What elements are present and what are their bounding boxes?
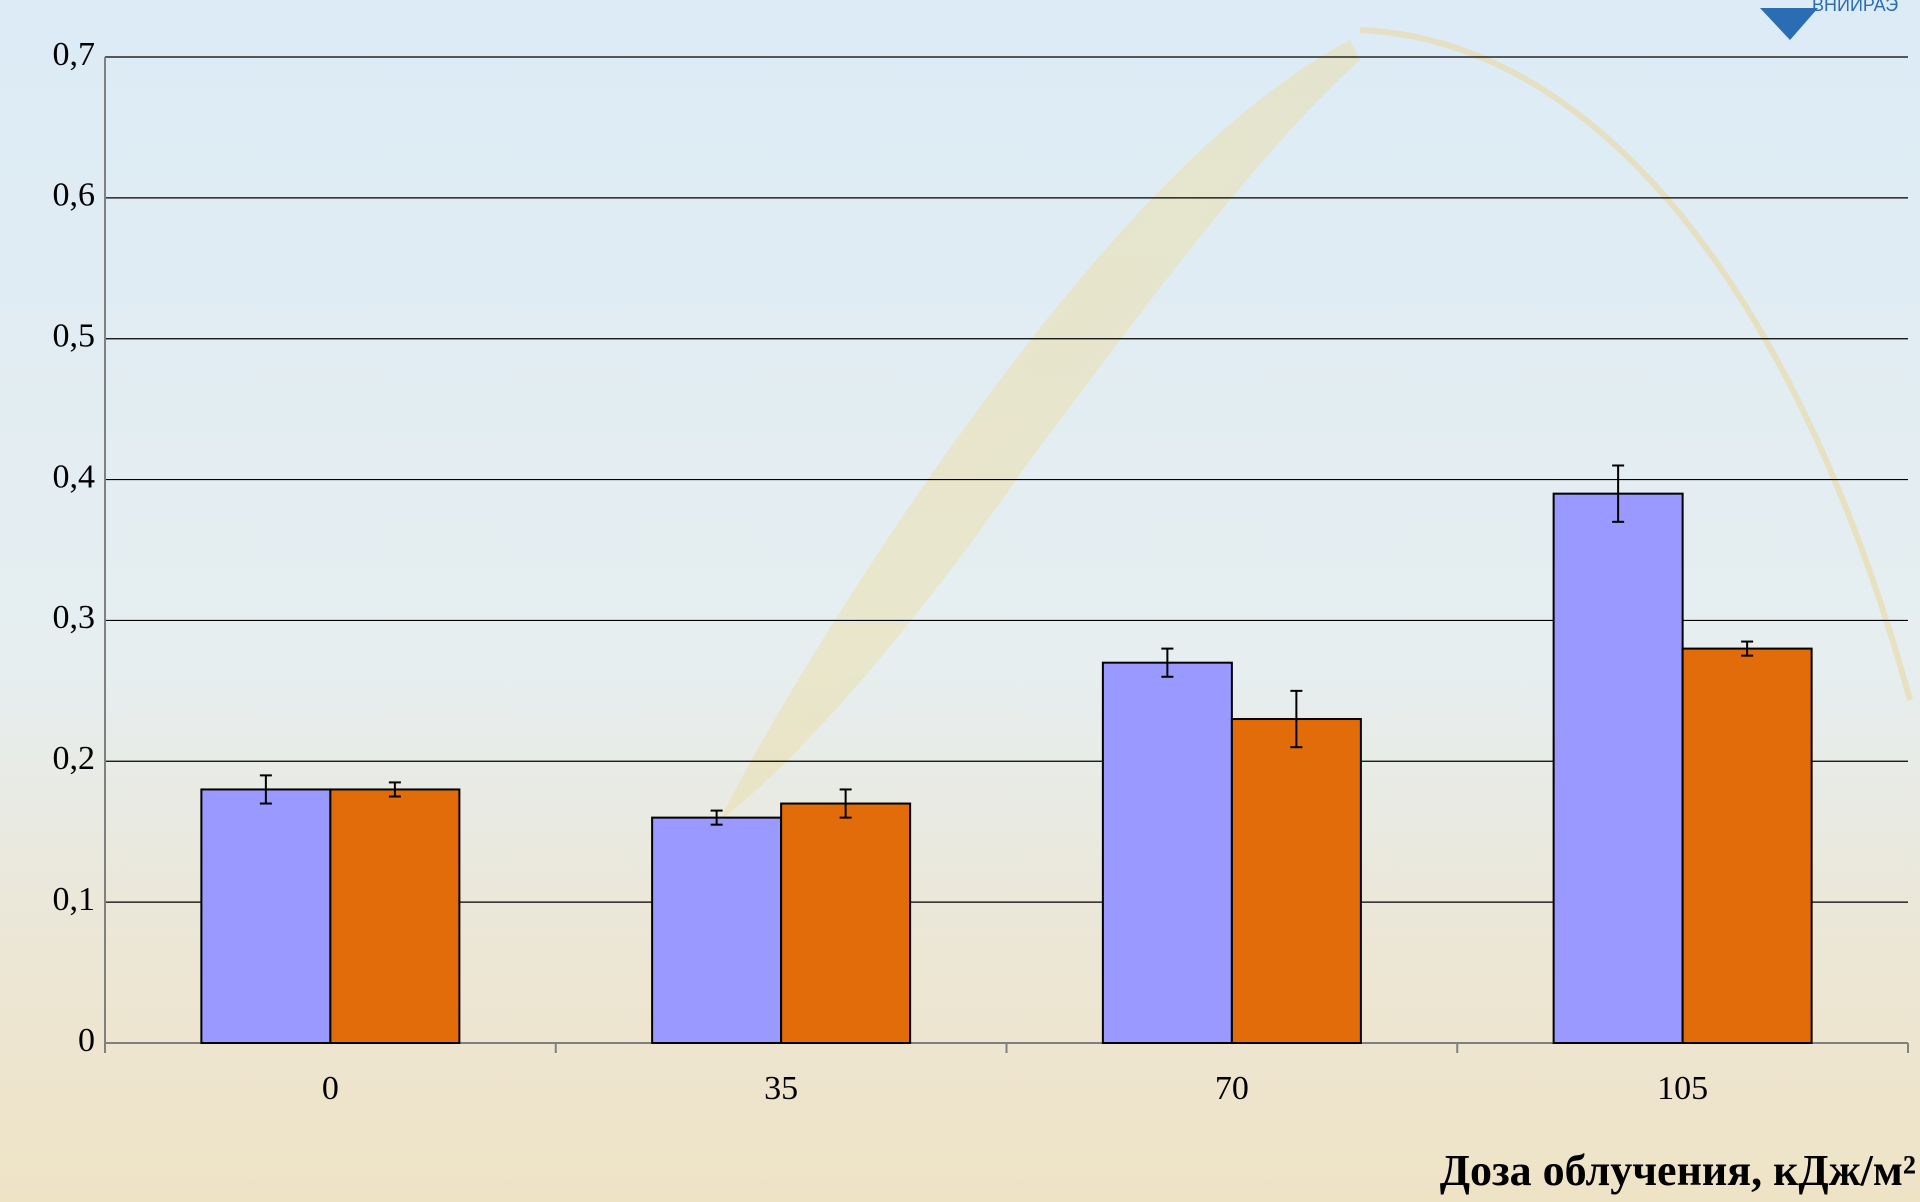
y-tick-label: 0,5 [53, 318, 96, 355]
wheat-ear [720, 40, 1360, 820]
error-bar [1612, 464, 1625, 523]
error-bar [1741, 640, 1754, 657]
logo-text: ВНИИРАЭ [1812, 0, 1898, 15]
y-tick-label: 0,1 [53, 881, 96, 918]
x-tick-label: 70 [1215, 1070, 1249, 1107]
bar [200, 788, 332, 1045]
x-tick-label: 0 [322, 1070, 339, 1107]
error-bar [1290, 689, 1303, 749]
error-bar [388, 781, 401, 798]
y-tick-label: 0,3 [53, 599, 96, 636]
y-tick-label: 0 [78, 1022, 95, 1059]
bar [1230, 718, 1362, 1044]
error-bar [1161, 647, 1174, 678]
error-bar [839, 788, 852, 819]
logo-icon [1760, 8, 1818, 40]
x-tick-label: 35 [764, 1070, 798, 1107]
bar [1681, 647, 1813, 1044]
y-tick-label: 0,4 [53, 458, 96, 495]
wheat-awn [1359, 27, 1913, 701]
y-tick-label: 0,6 [53, 177, 96, 214]
bar [780, 802, 912, 1044]
error-bar [259, 774, 272, 805]
bar [1101, 661, 1233, 1045]
x-tick-label: 105 [1657, 1070, 1708, 1107]
bar [329, 788, 461, 1045]
y-tick-label: 0,7 [53, 36, 96, 73]
bar [651, 816, 783, 1045]
y-tick-label: 0,2 [53, 740, 96, 777]
x-axis-label: Доза облучения, кДж/м² [1440, 1146, 1916, 1195]
bar [1552, 492, 1684, 1044]
error-bar [710, 809, 723, 826]
